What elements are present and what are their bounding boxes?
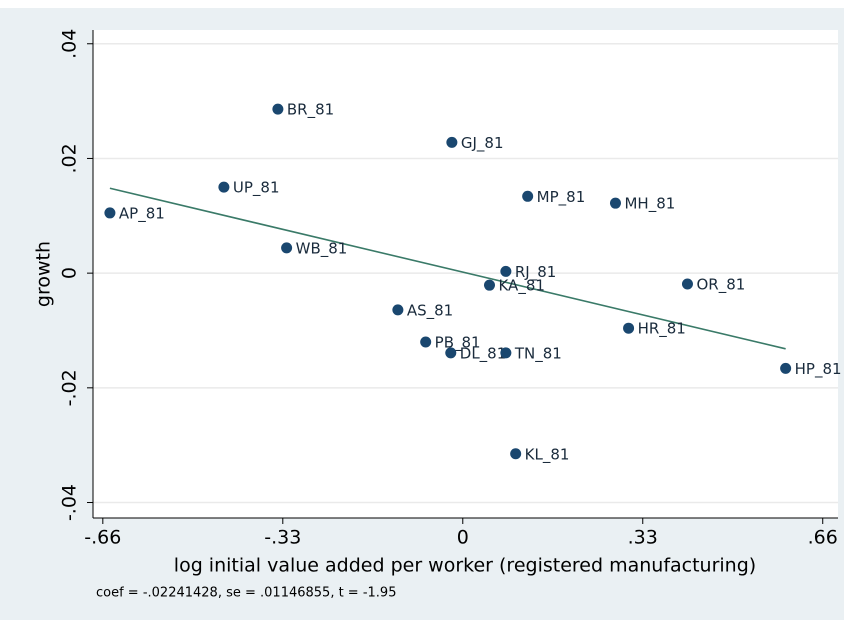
- point: [272, 103, 284, 115]
- point: [218, 181, 230, 193]
- point-label: PB_81: [435, 333, 481, 352]
- point-label: MP_81: [537, 188, 586, 207]
- point: [510, 448, 522, 460]
- point-label: OR_81: [696, 276, 745, 295]
- point-label: UP_81: [233, 179, 280, 198]
- point: [609, 197, 621, 209]
- point-label: DL_81: [460, 344, 507, 363]
- point-label: AP_81: [119, 204, 165, 223]
- y-axis-title: growth: [33, 241, 55, 307]
- x-tick-label: 0: [457, 527, 469, 549]
- point-label: TN_81: [514, 344, 562, 363]
- point-label: AS_81: [407, 301, 453, 320]
- point: [500, 265, 512, 277]
- point: [281, 242, 293, 254]
- y-tick-label: -.02: [59, 369, 81, 406]
- y-tick-label: 0: [59, 267, 81, 279]
- y-tick-label: -.04: [59, 484, 81, 521]
- point: [500, 347, 512, 359]
- point: [623, 322, 635, 334]
- point: [420, 336, 432, 348]
- y-tick-label: .04: [59, 29, 81, 59]
- point: [104, 207, 116, 219]
- point: [522, 190, 534, 202]
- point: [483, 279, 495, 291]
- point-label: KL_81: [525, 445, 570, 464]
- point-label: HR_81: [638, 320, 686, 339]
- plot-area: [93, 30, 838, 518]
- point-label: BR_81: [287, 101, 334, 120]
- x-tick-label: -.33: [264, 527, 301, 549]
- x-axis-title: log initial value added per worker (regi…: [174, 555, 756, 577]
- y-tick-label: .02: [59, 143, 81, 173]
- x-tick-label: -.66: [84, 527, 121, 549]
- point-label: KA_81: [498, 277, 544, 296]
- point-label: WB_81: [296, 239, 348, 258]
- point-label: RJ_81: [515, 263, 556, 282]
- point: [392, 304, 404, 316]
- point-label: GJ_81: [461, 134, 504, 153]
- note: coef = -.02241428, se = .01146855, t = -…: [96, 586, 396, 601]
- x-tick-label: .66: [808, 527, 838, 549]
- point-label: MH_81: [624, 195, 675, 214]
- point-label: HP_81: [795, 360, 842, 379]
- point: [446, 136, 458, 148]
- fit-line: [109, 187, 786, 350]
- x-tick-label: .33: [628, 527, 658, 549]
- point: [445, 347, 457, 359]
- point: [780, 362, 792, 374]
- point: [681, 278, 693, 290]
